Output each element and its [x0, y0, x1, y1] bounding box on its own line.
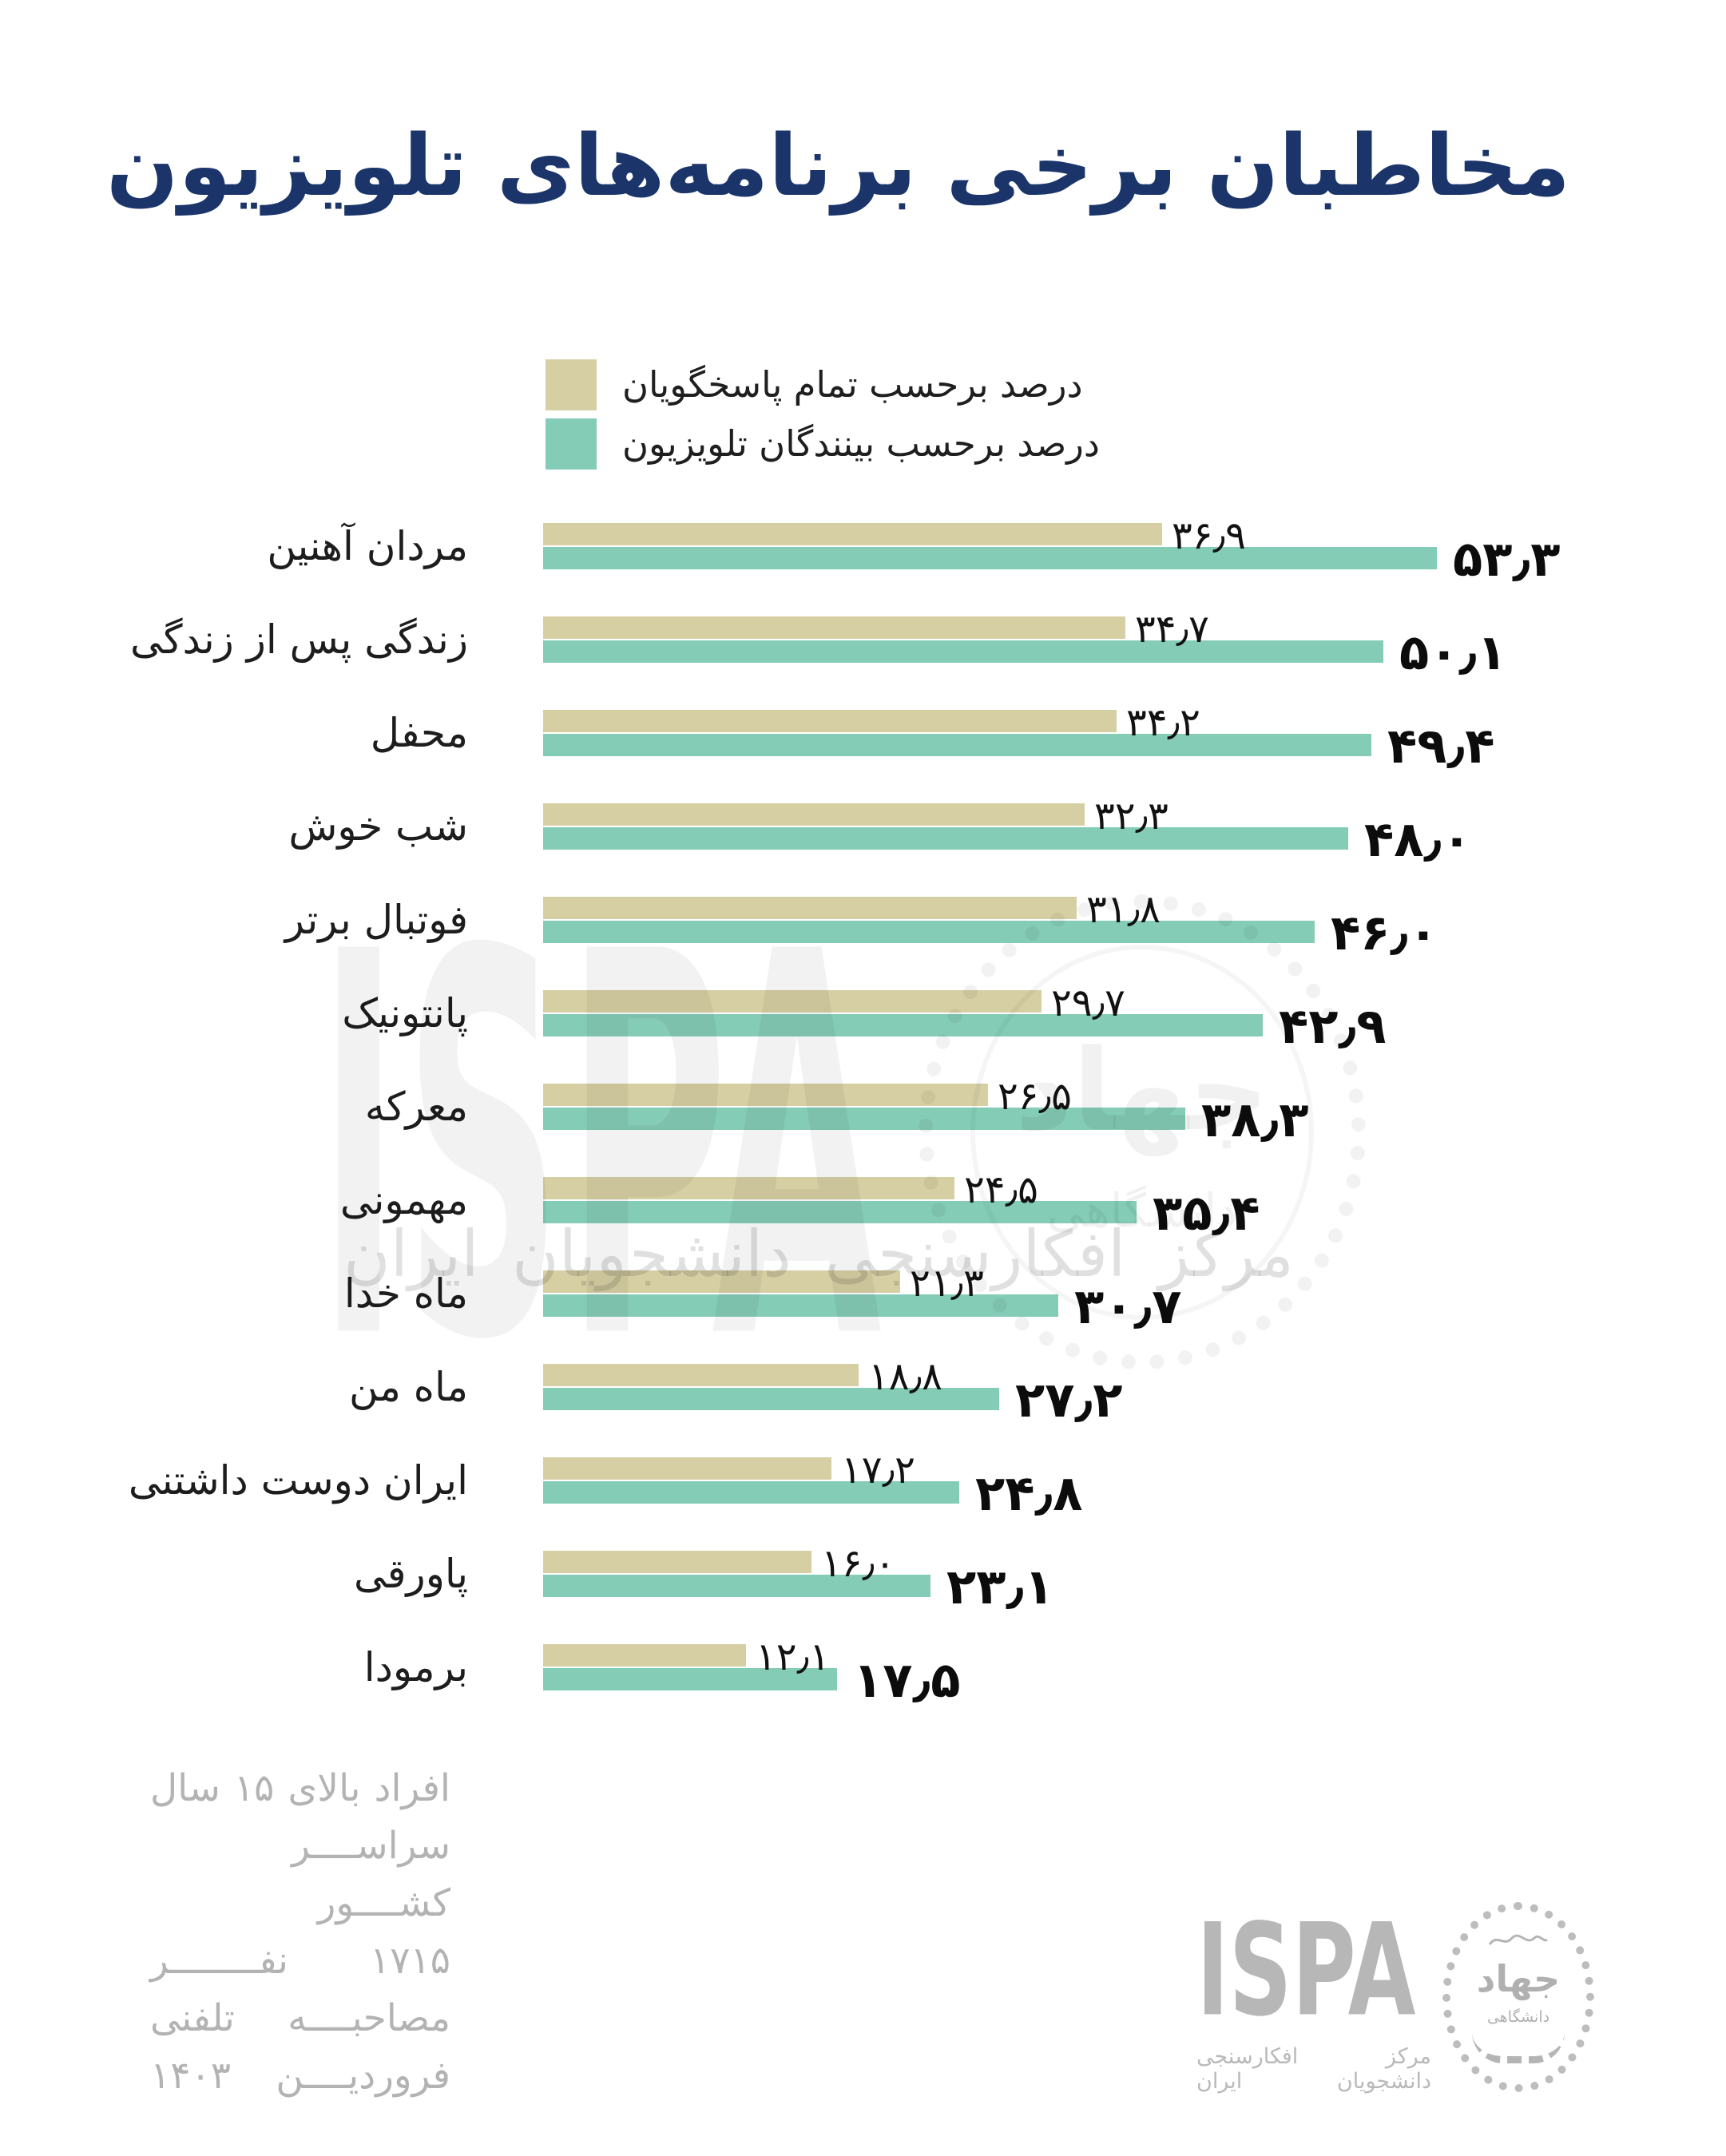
page-title: مخاطبان برخی برنامه‌های تلویزیون: [105, 117, 1570, 215]
bar-tv-viewers: [543, 827, 1348, 850]
category-label: ماه من: [349, 1364, 468, 1410]
value-label-all-respondents: ۳۶٫۹: [1172, 513, 1246, 558]
value-label-tv-viewers: ۲۷٫۲: [1015, 1372, 1123, 1429]
legend-swatch-tv-viewers: [546, 418, 597, 470]
value-label-tv-viewers: ۴۸٫۰: [1364, 811, 1472, 868]
value-label-all-respondents: ۲۶٫۵: [998, 1074, 1072, 1119]
bar-tv-viewers: [543, 921, 1315, 943]
value-label-tv-viewers: ۴۹٫۴: [1387, 718, 1495, 775]
value-label-tv-viewers: ۲۴٫۸: [975, 1465, 1083, 1522]
note-line: سراســــر کشــــور: [292, 1824, 450, 1925]
bar-all-respondents: [543, 1644, 746, 1667]
value-label-tv-viewers: ۵۳٫۳: [1453, 531, 1561, 588]
note-line: فروردیــــن ۱۴۰۳: [150, 2054, 450, 2098]
category-label: مردان آهنین: [267, 523, 468, 569]
value-label-all-respondents: ۱۷٫۲: [841, 1448, 915, 1492]
value-label-tv-viewers: ۴۶٫۰: [1331, 905, 1438, 961]
bar-all-respondents: [543, 803, 1085, 826]
value-label-tv-viewers: ۴۲٫۹: [1279, 998, 1387, 1055]
value-label-all-respondents: ۳۴٫۲: [1126, 700, 1200, 745]
value-label-tv-viewers: ۵۰٫۱: [1399, 624, 1507, 681]
value-label-tv-viewers: ۳۸٫۳: [1201, 1092, 1309, 1148]
category-label: محفل: [370, 710, 468, 756]
bar-all-respondents: [543, 1457, 831, 1480]
legend: درصد برحسب تمام پاسخگویان درصد برحسب بین…: [546, 359, 1100, 478]
value-label-all-respondents: ۳۴٫۷: [1135, 607, 1209, 652]
value-label-tv-viewers: ۳۰٫۷: [1074, 1278, 1182, 1335]
note-line: مصاحبــــه تلفنی: [150, 1996, 450, 2040]
value-label-all-respondents: ۳۱٫۸: [1086, 887, 1161, 932]
category-label: فوتبال برتر: [284, 897, 468, 943]
ispa-logo-subtitle: مرکز افکارسنجی دانشجویان ایران: [1196, 2044, 1431, 2094]
category-label: پانتونیک: [342, 990, 468, 1036]
bar-tv-viewers: [543, 1201, 1137, 1223]
legend-item-all-respondents: درصد برحسب تمام پاسخگویان: [546, 359, 1100, 410]
value-label-all-respondents: ۱۲٫۱: [756, 1635, 830, 1679]
bar-tv-viewers: [543, 1668, 837, 1690]
bar-all-respondents: [543, 616, 1125, 639]
category-label: ماه خدا: [343, 1270, 468, 1317]
category-label: زندگی پس از زندگی: [130, 616, 468, 663]
category-label: شب خوش: [288, 803, 468, 850]
bar-all-respondents: [543, 897, 1077, 919]
bar-tv-viewers: [543, 734, 1371, 756]
bar-tv-viewers: [543, 1294, 1058, 1317]
bar-all-respondents: [543, 523, 1162, 545]
legend-label-all-respondents: درصد برحسب تمام پاسخگویان: [622, 363, 1083, 406]
bar-tv-viewers: [543, 1481, 959, 1504]
category-label: معرکه: [364, 1084, 468, 1130]
bar-tv-viewers: [543, 1388, 999, 1410]
category-label: ایران دوست داشتنی: [128, 1457, 468, 1504]
bar-all-respondents: [543, 1270, 900, 1293]
bar-tv-viewers: [543, 1575, 930, 1597]
ispa-logo: ISPA: [1196, 1896, 1416, 2045]
value-label-tv-viewers: ۱۷٫۵: [853, 1652, 961, 1709]
legend-swatch-all-respondents: [546, 359, 597, 410]
bar-all-respondents: [543, 1177, 954, 1199]
bar-all-respondents: [543, 1084, 988, 1106]
calligraphy-ornament-icon: [1486, 1932, 1550, 1952]
gear-icon: [1472, 2032, 1565, 2063]
bar-tv-viewers: [543, 1014, 1263, 1036]
note-line: افراد بالای ۱۵ سال: [150, 1766, 450, 1810]
category-label: برمودا: [363, 1644, 468, 1690]
value-label-all-respondents: ۱۶٫۰: [821, 1541, 895, 1586]
legend-label-tv-viewers: درصد برحسب بینندگان تلویزیون: [622, 422, 1100, 465]
value-label-all-respondents: ۲۱٫۳: [910, 1261, 984, 1306]
bar-tv-viewers: [543, 640, 1383, 663]
value-label-all-respondents: ۲۹٫۷: [1051, 981, 1125, 1025]
note-line: ۱۷۱۵ نفــــــــر: [150, 1939, 450, 1983]
emblem-subtitle: دانشگاهی: [1486, 2007, 1550, 2026]
value-label-all-respondents: ۱۸٫۸: [868, 1354, 942, 1399]
emblem-title: جهاد: [1476, 1956, 1561, 2000]
survey-methodology-note: افراد بالای ۱۵ سال سراســــر کشــــور ۱۷…: [150, 1760, 450, 2105]
category-label: مهمونی: [339, 1177, 468, 1223]
value-label-all-respondents: ۲۴٫۵: [964, 1167, 1038, 1212]
bar-tv-viewers: [543, 1108, 1185, 1130]
value-label-tv-viewers: ۲۳٫۱: [946, 1559, 1054, 1615]
bar-all-respondents: [543, 990, 1042, 1013]
category-label: پاورقی: [353, 1551, 468, 1597]
bar-tv-viewers: [543, 547, 1437, 569]
value-label-tv-viewers: ۳۵٫۴: [1153, 1185, 1260, 1242]
bar-all-respondents: [543, 1364, 859, 1386]
jahad-daneshgahi-logo: جهاد دانشگاهی: [1442, 1902, 1594, 2092]
value-label-all-respondents: ۳۲٫۳: [1094, 794, 1169, 838]
legend-item-tv-viewers: درصد برحسب بینندگان تلویزیون: [546, 418, 1100, 470]
bar-all-respondents: [543, 1551, 811, 1573]
bar-all-respondents: [543, 710, 1117, 732]
